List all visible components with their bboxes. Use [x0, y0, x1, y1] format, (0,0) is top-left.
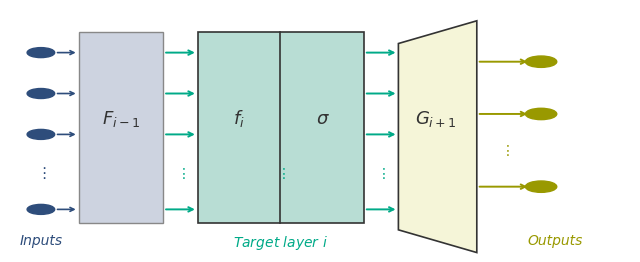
Polygon shape: [398, 21, 477, 253]
Text: $G_{i+1}$: $G_{i+1}$: [415, 108, 457, 128]
Text: $\sigma$: $\sigma$: [316, 110, 330, 128]
Circle shape: [27, 48, 54, 58]
Text: $\vdots$: $\vdots$: [276, 166, 285, 181]
Bar: [79, 32, 163, 223]
Text: $F_{i-1}$: $F_{i-1}$: [102, 108, 140, 128]
Circle shape: [27, 204, 54, 214]
Text: $\vdots$: $\vdots$: [36, 165, 46, 181]
Text: $f_i$: $f_i$: [233, 108, 245, 129]
Text: Outputs: Outputs: [527, 234, 583, 248]
Circle shape: [27, 129, 54, 139]
Bar: [198, 32, 364, 223]
Circle shape: [525, 181, 557, 192]
Circle shape: [27, 89, 54, 99]
Text: Inputs: Inputs: [19, 234, 63, 248]
Text: Target layer $i$: Target layer $i$: [233, 234, 328, 252]
Text: $\vdots$: $\vdots$: [376, 166, 386, 181]
Text: $\vdots$: $\vdots$: [500, 143, 510, 158]
Circle shape: [525, 108, 557, 120]
Text: $\vdots$: $\vdots$: [175, 166, 185, 181]
Circle shape: [525, 56, 557, 67]
